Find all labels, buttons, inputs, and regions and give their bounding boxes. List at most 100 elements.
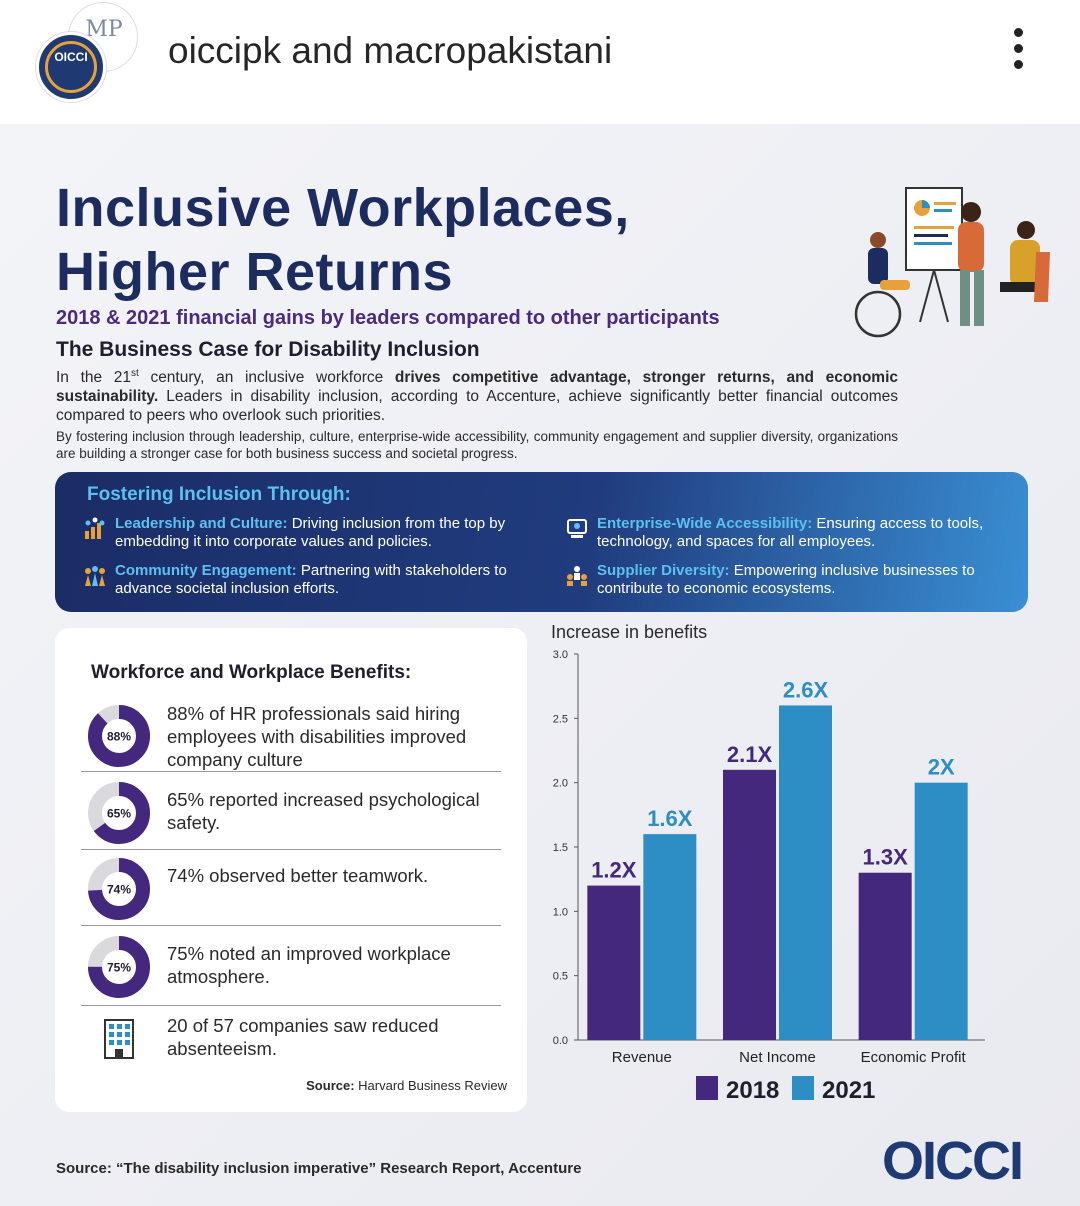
y-tick-label: 0.5: [553, 971, 568, 983]
bar-data-label: 1.2X: [591, 858, 637, 883]
benefit-text: 65% reported increased psychological saf…: [167, 789, 480, 833]
fostering-item-title: Leadership and Culture:: [115, 515, 288, 532]
benefit-text: 75% noted an improved workplace atmosphe…: [167, 943, 451, 987]
secondary-paragraph: By fostering inclusion through leadershi…: [56, 429, 898, 461]
fostering-item-text: Partnering with stakeholders to advance …: [115, 562, 507, 597]
office-building-icon: [104, 1019, 134, 1059]
fostering-item-title: Community Engagement:: [115, 562, 297, 579]
bar-data-label: 1.3X: [863, 845, 909, 870]
oicci-logo: OICCI: [882, 1131, 1024, 1191]
fostering-item-title: Supplier Diversity:: [597, 562, 730, 579]
bar-data-label: 2.6X: [783, 677, 829, 702]
post-usernames[interactable]: oiccipk and macropakistani: [168, 30, 612, 72]
divider: [81, 1005, 501, 1006]
donut-fill: [88, 858, 150, 920]
benefit-row: 65% 65% reported increased psychological…: [81, 778, 501, 848]
benefit-row: 75% 75% noted an improved workplace atmo…: [81, 932, 501, 1002]
donut-label: 65%: [107, 807, 131, 821]
bar-2018-economic-profit: [858, 872, 912, 1040]
para1-part-b: century, an inclusive workforce: [138, 369, 395, 387]
bar-data-label: 1.6X: [647, 806, 693, 831]
bar-data-label: 2X: [928, 755, 955, 780]
community-people-icon: [85, 566, 105, 586]
donut-75-icon: 75%: [88, 936, 150, 998]
chart-title: Increase in benefits: [551, 622, 708, 642]
team-meeting-illustration-icon: [854, 187, 1050, 338]
accessibility-computer-icon: [567, 519, 587, 538]
x-tick-label: Revenue: [612, 1049, 672, 1066]
bar-2021-net-income: [779, 705, 832, 1040]
username-join: and: [291, 30, 354, 71]
fostering-title: Fostering Inclusion Through:: [87, 484, 351, 505]
x-tick-label: Net Income: [739, 1049, 816, 1066]
post-image: Inclusive Workplaces, Higher Returns: [0, 124, 1080, 1206]
username-macropakistani[interactable]: macropakistani: [363, 30, 613, 71]
username-oiccipk[interactable]: oiccipk: [168, 30, 282, 71]
fostering-item-text: Empowering inclusive businesses to contr…: [597, 562, 975, 597]
bar-2021-revenue: [643, 834, 697, 1040]
donut-88-icon: 88%: [88, 705, 150, 767]
benefits-card: Workforce and Workplace Benefits: 88% 88…: [55, 628, 527, 1112]
fostering-item-leadership: Leadership and Culture: Driving inclusio…: [85, 515, 555, 551]
divider: [81, 771, 501, 772]
y-tick-label: 2.5: [553, 713, 568, 725]
donut-label: 75%: [107, 961, 131, 975]
avatar-ring: [45, 41, 97, 93]
para1-part-a: In the 21: [56, 369, 132, 387]
y-tick-label: 1.5: [553, 842, 568, 854]
avatar-main-label: OICCI: [54, 50, 88, 64]
donut-fill: [88, 936, 150, 998]
benefit-row: 74% 74% observed better teamwork.: [81, 854, 501, 924]
infographic-title: Inclusive Workplaces, Higher Returns: [56, 176, 630, 304]
subtitle: 2018 & 2021 financial gains by leaders c…: [56, 307, 720, 329]
legend-label-2018: 2018: [726, 1077, 779, 1104]
y-tick-label: 3.0: [553, 649, 568, 661]
donut-fill: [88, 782, 150, 844]
benefits-bar-chart: 0.0 0.5 1.0 1.5 2.0 2.5 3.0 1.2X 1.6X Revenue 2.1X…: [553, 649, 985, 1104]
fostering-item-text: Driving inclusion from the top by embedd…: [115, 515, 506, 550]
divider: [81, 925, 501, 926]
donut-label: 88%: [107, 730, 131, 744]
legend-swatch-2021: [792, 1076, 814, 1100]
benefit-text: 20 of 57 companies saw reduced absenteei…: [167, 1015, 439, 1059]
fostering-item-accessibility: Enterprise-Wide Accessibility: Ensuring …: [567, 515, 1037, 551]
source-text: Harvard Business Review: [354, 1078, 507, 1093]
avatar-main[interactable]: OICCI: [36, 32, 106, 102]
donut-label: 74%: [107, 883, 131, 897]
benefit-text: 88% of HR professionals said hiring empl…: [167, 703, 467, 770]
fostering-item-community: Community Engagement: Partnering with st…: [85, 562, 555, 598]
intro-paragraph: In the 21st century, an inclusive workfo…: [56, 364, 898, 425]
para1-sup: st: [131, 368, 139, 379]
legend-swatch-2018: [696, 1076, 718, 1100]
fostering-item-title: Enterprise-Wide Accessibility:: [597, 515, 813, 532]
legend-label-2021: 2021: [822, 1077, 875, 1104]
para1-part-c: Leaders in disability inclusion, accordi…: [56, 388, 898, 425]
footer-source: Source: “The disability inclusion impera…: [56, 1160, 582, 1177]
benefits-source: Source: Harvard Business Review: [306, 1078, 507, 1093]
donut-fill: [88, 705, 150, 767]
x-tick-label: Economic Profit: [861, 1049, 967, 1066]
source-label: Source:: [306, 1078, 355, 1093]
post-header: MP OICCI oiccipk and macropakistani: [0, 0, 1080, 124]
title-line-1: Inclusive Workplaces,: [56, 178, 630, 238]
donut-74-icon: 74%: [88, 858, 150, 920]
divider: [81, 849, 501, 850]
y-tick-label: 1.0: [553, 906, 568, 918]
y-tick-label: 0.0: [553, 1035, 568, 1047]
bar-2021-economic-profit: [914, 782, 968, 1040]
fostering-item-text: Ensuring access to tools, technology, an…: [597, 515, 984, 550]
benefit-text: 74% observed better teamwork.: [167, 865, 429, 886]
leadership-chart-icon: [85, 517, 105, 539]
title-line-2: Higher Returns: [56, 242, 454, 302]
y-tick-label: 2.0: [553, 778, 568, 790]
more-options-icon[interactable]: [1010, 28, 1026, 76]
donut-65-icon: 65%: [88, 782, 150, 844]
fostering-item-supplier: Supplier Diversity: Empowering inclusive…: [567, 562, 1037, 598]
bar-2018-revenue: [587, 885, 641, 1040]
benefit-row: 88% 88% of HR professionals said hiring …: [81, 702, 501, 772]
bar-2018-net-income: [723, 769, 776, 1040]
benefits-title: Workforce and Workplace Benefits:: [91, 662, 412, 683]
bar-data-label: 2.1X: [727, 742, 773, 767]
section-heading: The Business Case for Disability Inclusi…: [56, 338, 480, 361]
